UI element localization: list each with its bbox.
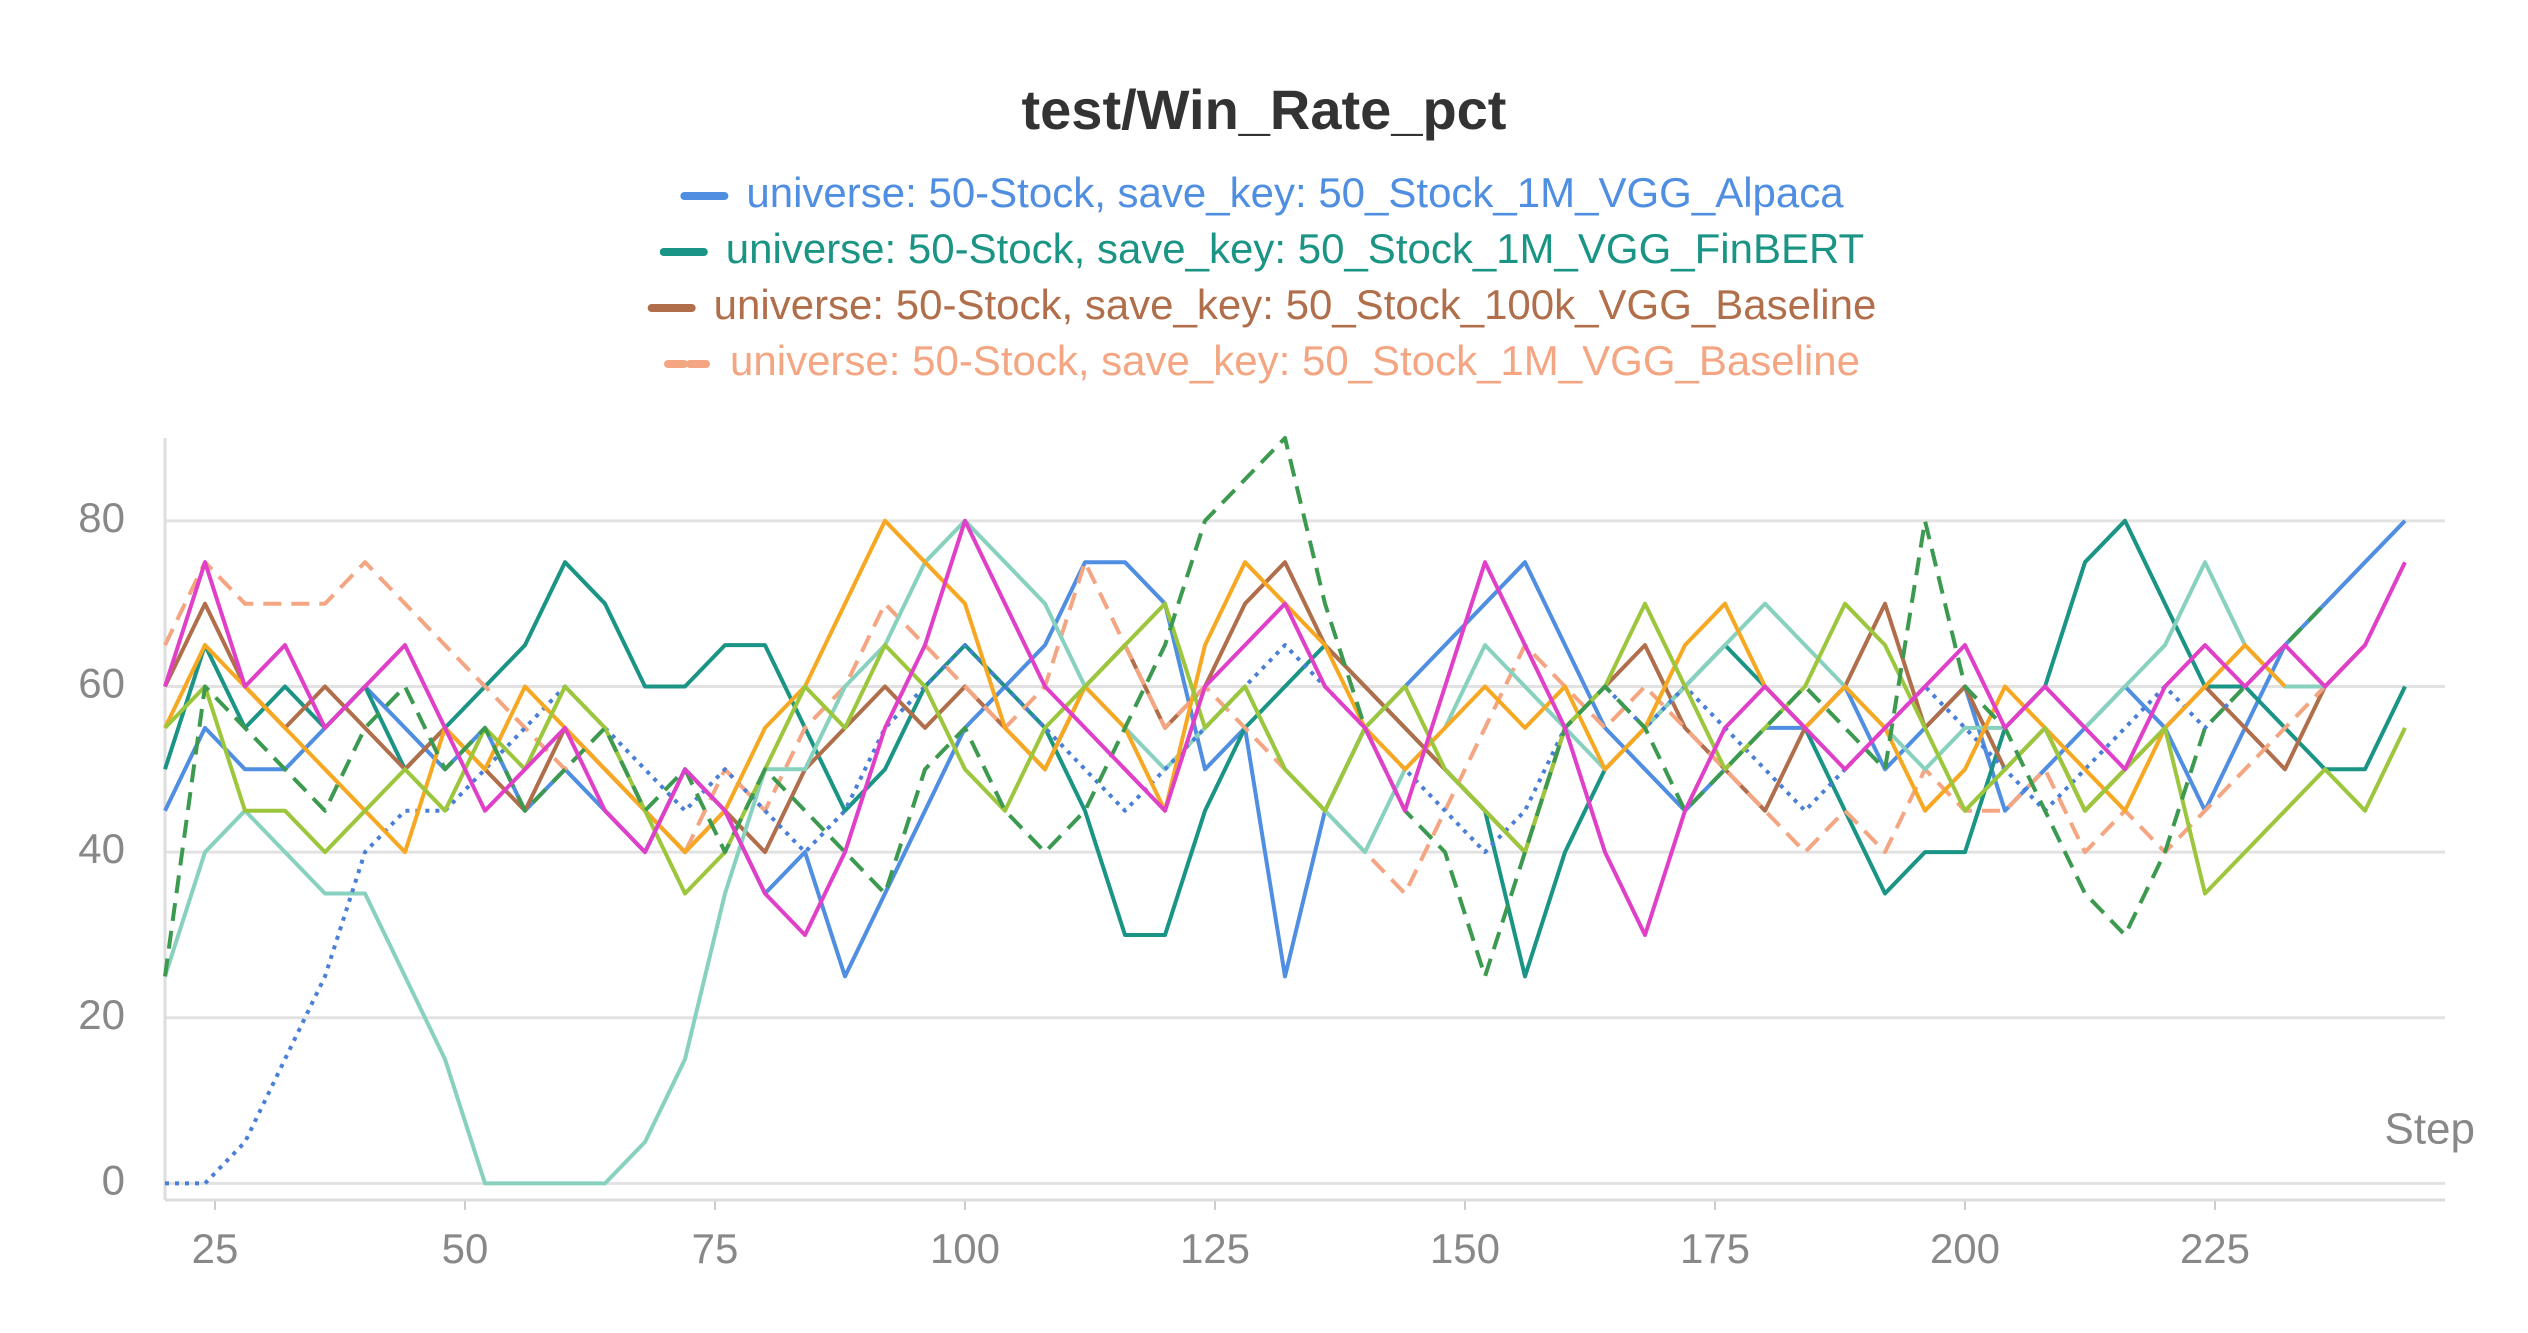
legend-label: universe: 50-Stock, save_key: 50_Stock_1… [726, 225, 1864, 272]
series-line [163, 436, 2327, 979]
x-tick-label: 150 [1430, 1225, 1500, 1272]
x-tick-label: 100 [930, 1225, 1000, 1272]
x-tick-label: 225 [2180, 1225, 2250, 1272]
chart-title: test/Win_Rate_pct [1022, 78, 1507, 141]
x-tick-label: 125 [1180, 1225, 1250, 1272]
legend-label: universe: 50-Stock, save_key: 50_Stock_1… [746, 169, 1844, 216]
x-axis-label: Step [2384, 1105, 2475, 1154]
y-tick-label: 40 [78, 825, 125, 872]
y-tick-label: 20 [78, 991, 125, 1038]
series-line [163, 518, 2407, 937]
legend-label: universe: 50-Stock, save_key: 50_Stock_1… [714, 281, 1877, 328]
series-line [163, 519, 2407, 979]
legend-label: universe: 50-Stock, save_key: 50_Stock_1… [730, 337, 1860, 384]
x-tick-label: 200 [1930, 1225, 2000, 1272]
y-tick-label: 60 [78, 660, 125, 707]
series-line [163, 560, 2367, 896]
y-tick-label: 80 [78, 494, 125, 541]
series-line [163, 518, 2407, 979]
x-tick-label: 50 [442, 1225, 489, 1272]
x-tick-label: 25 [192, 1225, 239, 1272]
series-line [163, 518, 2287, 855]
x-tick-label: 175 [1680, 1225, 1750, 1272]
series-line [163, 601, 2407, 896]
x-tick-label: 75 [692, 1225, 739, 1272]
y-tick-label: 0 [102, 1157, 125, 1204]
